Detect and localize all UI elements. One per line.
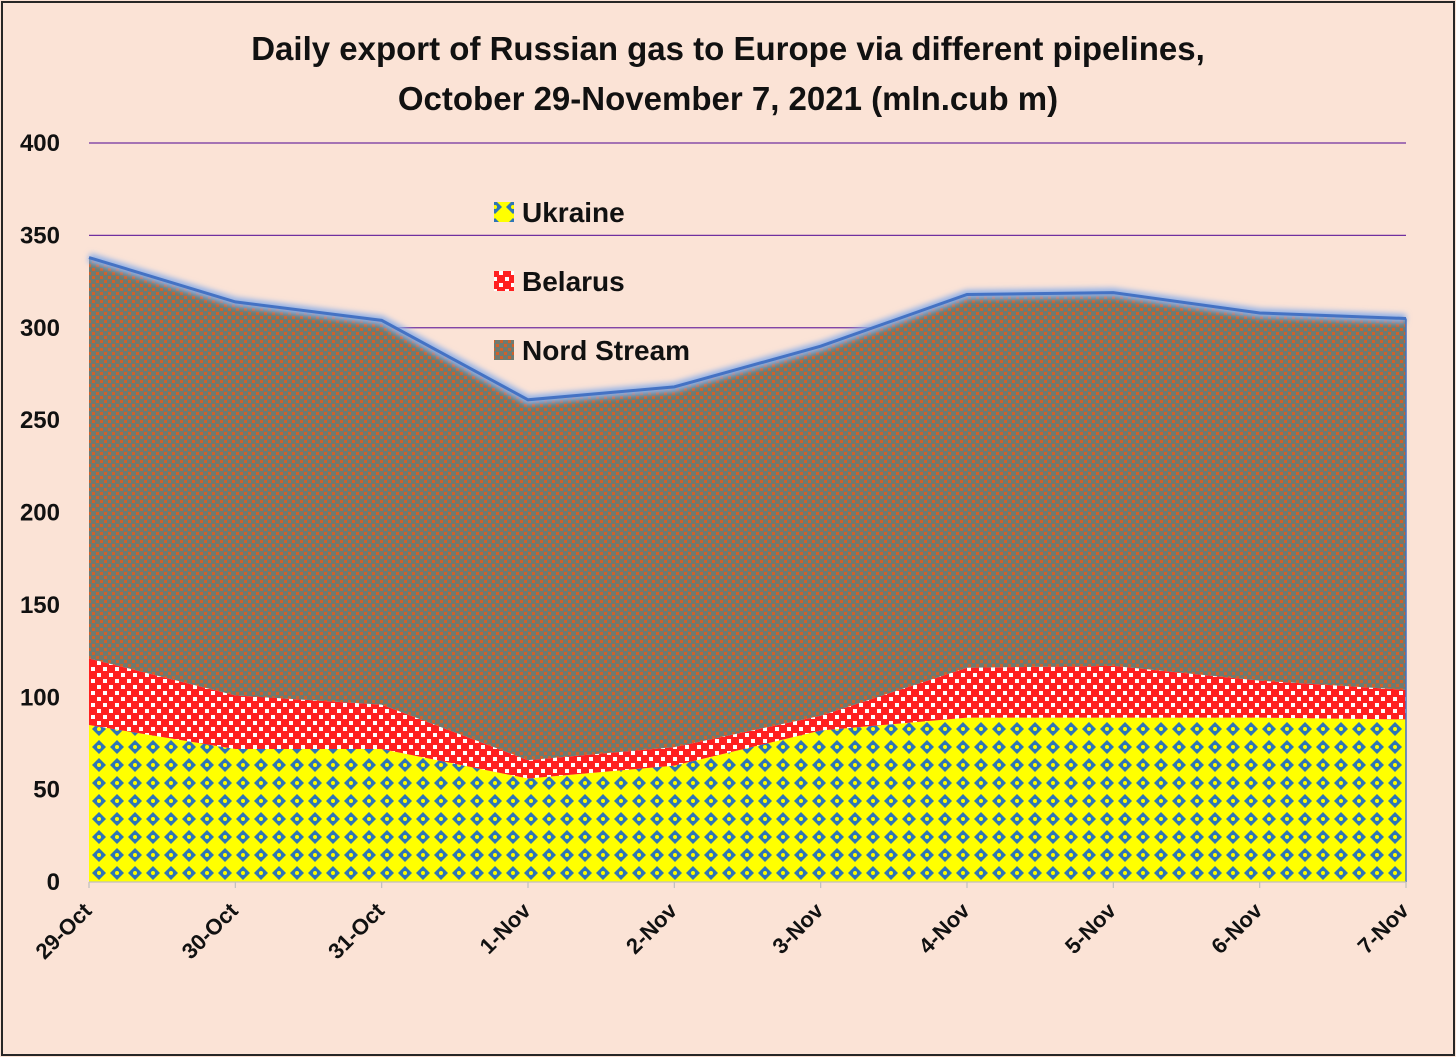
legend-label: Ukraine	[522, 197, 625, 228]
y-tick-label: 50	[33, 777, 60, 804]
x-tick-label: 2-Nov	[621, 897, 682, 958]
chart-subtitle: October 29-November 7, 2021 (mln.cub m)	[397, 80, 1059, 117]
y-tick-label: 0	[47, 869, 60, 896]
y-tick-label: 300	[20, 315, 60, 342]
x-tick-label: 4-Nov	[914, 897, 975, 958]
y-tick-label: 100	[20, 684, 60, 711]
legend-label: Belarus	[522, 266, 625, 297]
x-tick-label: 6-Nov	[1206, 897, 1267, 958]
top-outline	[88, 256, 1407, 402]
y-tick-label: 200	[20, 500, 60, 527]
y-tick-label: 250	[20, 407, 60, 434]
legend-nord-stream: Nord Stream	[494, 335, 690, 366]
legend-swatch	[494, 340, 514, 360]
legend-belarus: Belarus	[494, 266, 625, 297]
area-series	[87, 253, 1407, 882]
area-ukraine	[89, 717, 1406, 882]
x-tick-label: 1-Nov	[475, 897, 536, 958]
area-belarus	[89, 658, 1406, 779]
area-nord-stream	[89, 257, 1406, 761]
y-tick-label: 350	[20, 222, 60, 249]
x-tick-label: 7-Nov	[1353, 897, 1414, 958]
legend-ukraine: Ukraine	[494, 197, 625, 228]
legend-swatch	[494, 202, 514, 222]
x-tick-label: 30-Oct	[177, 897, 244, 964]
x-tick-label: 5-Nov	[1060, 897, 1121, 958]
legend: Ukraine Belarus Nord Stream	[494, 197, 690, 366]
x-tick-label: 29-Oct	[30, 897, 97, 964]
y-tick-label: 400	[20, 130, 60, 157]
legend-label: Nord Stream	[522, 335, 690, 366]
y-tick-label: 150	[20, 592, 60, 619]
legend-swatch	[494, 271, 514, 291]
chart-title-block: Daily export of Russian gas to Europe vi…	[0, 24, 1456, 124]
x-tick-label: 3-Nov	[767, 897, 828, 958]
chart-title: Daily export of Russian gas to Europe vi…	[251, 30, 1205, 67]
x-tick-label: 31-Oct	[323, 897, 390, 964]
